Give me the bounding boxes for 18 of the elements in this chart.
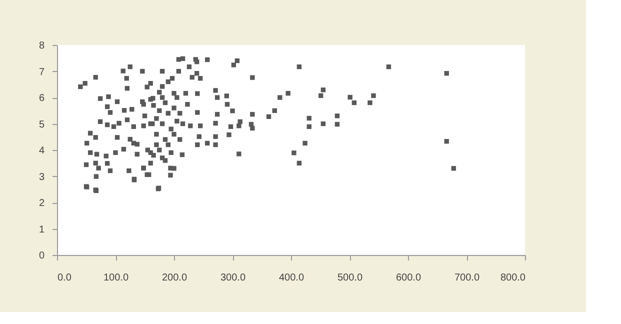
y-tick-label: 3 (38, 172, 45, 183)
x-tick-label: 600.0 (396, 272, 422, 284)
x-tick-label: 200.0 (162, 272, 188, 284)
y-tick-label: 7 (38, 66, 45, 78)
y-tick-label: 2 (38, 198, 45, 209)
y-tick-label: 4 (38, 146, 45, 156)
x-tick-label: 300.0 (220, 272, 246, 284)
y-tick-label: 0 (38, 250, 45, 262)
x-tick-label: 700.0 (454, 272, 480, 284)
y-tick-label: 8 (38, 40, 45, 52)
x-tick-label: 500.0 (337, 272, 363, 284)
x-tick-label: 0.0 (58, 272, 72, 284)
y-tick-label: 1 (38, 224, 45, 236)
y-tick-label: 5 (38, 119, 45, 130)
x-tick-label: 800.0 (500, 272, 526, 284)
y-tick-label: 6 (38, 93, 45, 104)
x-tick-label: 400.0 (278, 272, 304, 284)
x-tick-label: 100.0 (103, 272, 129, 284)
